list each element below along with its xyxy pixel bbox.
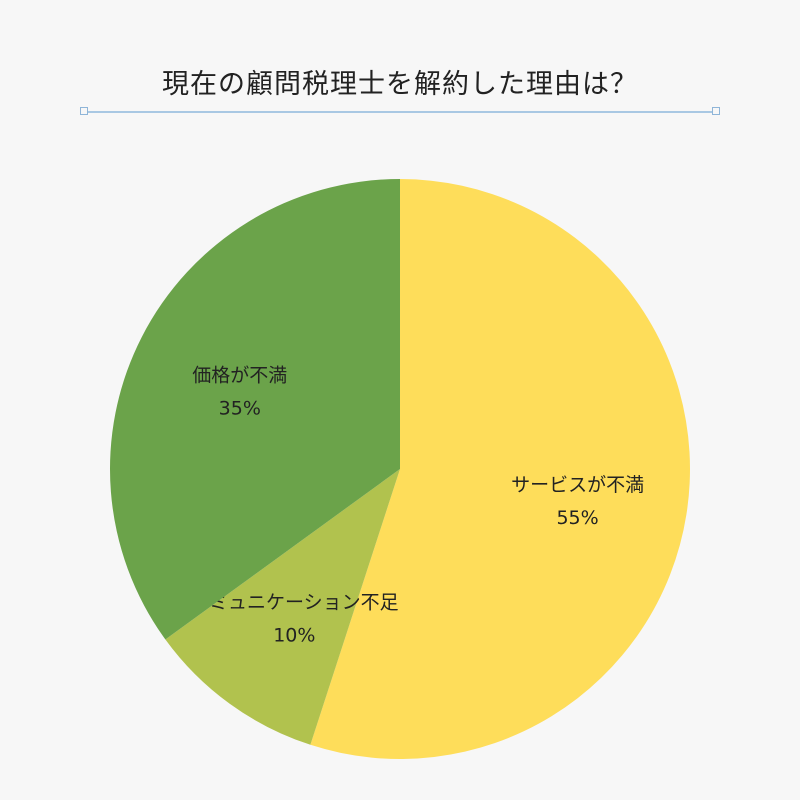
pie-slice-0 xyxy=(310,179,690,760)
slice-value-1: 10% xyxy=(273,624,315,646)
slice-label-1: コミュニケーション不足 xyxy=(190,591,399,613)
slice-label-0: サービスが不満 xyxy=(511,474,644,496)
pie-slice-2 xyxy=(110,179,401,640)
title-underline xyxy=(84,111,716,113)
slice-value-2: 35% xyxy=(219,397,261,419)
chart-title: 現在の顧問税理士を解約した理由は？ xyxy=(162,69,638,100)
slice-value-0: 55% xyxy=(556,507,598,529)
underline-left-handle xyxy=(80,107,88,115)
pie-slice-1 xyxy=(165,469,400,745)
underline-right-handle xyxy=(712,107,720,115)
slice-label-2: 価格が不満 xyxy=(192,364,287,386)
